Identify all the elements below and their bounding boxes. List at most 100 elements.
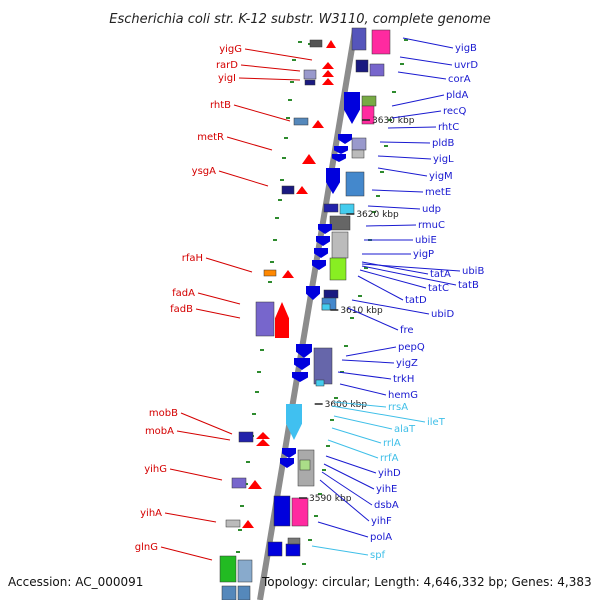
reverse-gene-arrow <box>326 168 340 194</box>
gene-label-yihe: yihE <box>376 484 397 495</box>
forward-gene-arrow <box>242 520 254 528</box>
genome-summary-text: Topology: circular; Length: 4,646,332 bp… <box>261 575 592 589</box>
gene-label-metr: metR <box>197 132 224 143</box>
gene-label-rhtb: rhtB <box>210 100 231 111</box>
position-label-3610-kbp: 3610 kbp <box>340 306 383 316</box>
gene-label-rrsa: rrsA <box>388 402 408 413</box>
gene-block <box>225 519 241 528</box>
position-label-3630-kbp: 3630 kbp <box>372 116 415 126</box>
forward-gene-arrow <box>302 154 316 164</box>
position-label-3590-kbp: 3590 kbp <box>309 494 352 504</box>
gene-block <box>304 79 316 86</box>
gene-block <box>255 301 275 337</box>
forward-gene-arrow <box>322 78 334 85</box>
gene-label-dsba: dsbA <box>374 500 399 511</box>
reverse-gene-arrow <box>294 358 310 370</box>
gene-label-yiha: yihA <box>140 508 162 519</box>
gene-leader-dsba <box>321 471 373 506</box>
gene-leader-mete <box>371 189 424 193</box>
gene-leader-glng <box>160 546 213 561</box>
gene-leader-yihg <box>169 468 223 481</box>
gene-label-yihf: yihF <box>371 516 392 527</box>
gene-leader-rfah <box>205 257 253 273</box>
reverse-gene-arrow <box>296 344 312 358</box>
tick-marks <box>222 39 408 593</box>
gene-block <box>323 203 339 213</box>
gene-label-mete: metE <box>425 187 451 198</box>
gene-label-pepq: pepQ <box>398 342 425 353</box>
gene-leader-tatd <box>357 275 404 301</box>
gene-leader-ubib <box>361 263 461 272</box>
gene-leader-yihe <box>323 463 375 490</box>
gene-block <box>351 149 365 159</box>
gene-label-yihd: yihD <box>378 468 401 479</box>
gene-leader-yihd <box>325 455 377 474</box>
gene-block <box>293 117 309 126</box>
gene-leader-ilet <box>331 405 426 423</box>
gene-leader-rhtc <box>387 126 437 129</box>
gene-block <box>315 379 325 387</box>
forward-gene-arrow <box>282 270 294 278</box>
forward-gene-arrow <box>275 302 289 338</box>
gene-block <box>267 541 283 557</box>
gene-block <box>371 29 391 55</box>
gene-leader-yigz <box>341 359 395 364</box>
gene-label-yigb: yigB <box>455 43 477 54</box>
gene-block <box>281 185 295 195</box>
gene-leader-recq <box>391 110 442 119</box>
gene-label-yigg: yigG <box>219 44 242 55</box>
reverse-gene-arrow <box>344 92 360 124</box>
gene-block <box>329 215 351 231</box>
gene-label-rrfa: rrfA <box>380 453 399 464</box>
gene-leader-yigm <box>377 167 428 177</box>
gene-label-tatc: tatC <box>428 283 449 294</box>
gene-leader-ubid <box>351 299 430 315</box>
gene-leader-rard <box>240 64 301 72</box>
gene-leader-spf <box>311 545 369 556</box>
gene-leader-rmuc <box>365 224 417 227</box>
gene-block <box>219 555 237 583</box>
gene-label-yigp: yigP <box>413 249 434 260</box>
gene-block <box>351 27 367 51</box>
gene-leader-metr <box>226 136 273 151</box>
gene-block <box>273 495 291 527</box>
forward-gene-arrow <box>312 120 324 128</box>
left-strand-labels: yigG rarD yigI rhtB metR ysgA rfaH fadA fadB mobB… <box>135 44 313 561</box>
gene-label-cora: corA <box>448 74 471 85</box>
gene-block <box>221 585 237 600</box>
reverse-gene-arrow <box>334 146 348 154</box>
gene-label-recq: recQ <box>443 106 467 117</box>
gene-leader-udp <box>367 205 421 210</box>
position-label-3600-kbp: 3600 kbp <box>325 400 368 410</box>
gene-label-trkh: trkH <box>393 374 414 385</box>
gene-label-ysga: ysgA <box>192 166 216 177</box>
reverse-gene-arrow <box>318 224 332 234</box>
gene-label-rfah: rfaH <box>182 253 203 264</box>
gene-block <box>287 537 301 545</box>
gene-label-ubib: ubiB <box>462 266 484 277</box>
gene-block <box>237 559 253 583</box>
reverse-gene-arrow <box>280 458 294 468</box>
gene-label-rard: rarD <box>216 60 238 71</box>
gene-leader-pepq <box>345 346 397 357</box>
gene-leader-pldb <box>379 141 431 144</box>
gene-label-pldb: pldB <box>432 138 454 149</box>
gene-label-rmuc: rmuC <box>418 220 445 231</box>
gene-block <box>355 59 369 73</box>
right-strand-labels: yigB uvrD corA pldA recQ rhtC pldB yigL yigM metE… <box>311 37 484 561</box>
gene-leader-uvrd <box>399 56 453 66</box>
map-title: Escherichia coli str. K-12 substr. W3110… <box>109 12 490 27</box>
gene-leader-tata <box>361 261 429 275</box>
gene-block <box>339 203 355 215</box>
gene-block <box>361 95 377 107</box>
gene-features <box>219 27 391 600</box>
reverse-gene-arrow <box>314 248 328 258</box>
gene-label-tatb: tatB <box>458 280 479 291</box>
forward-gene-arrow <box>256 439 270 446</box>
gene-leader-fadb <box>195 308 241 319</box>
gene-leader-moba <box>176 430 231 441</box>
gene-label-udp: udp <box>422 204 441 215</box>
gene-label-hemg: hemG <box>388 390 418 401</box>
